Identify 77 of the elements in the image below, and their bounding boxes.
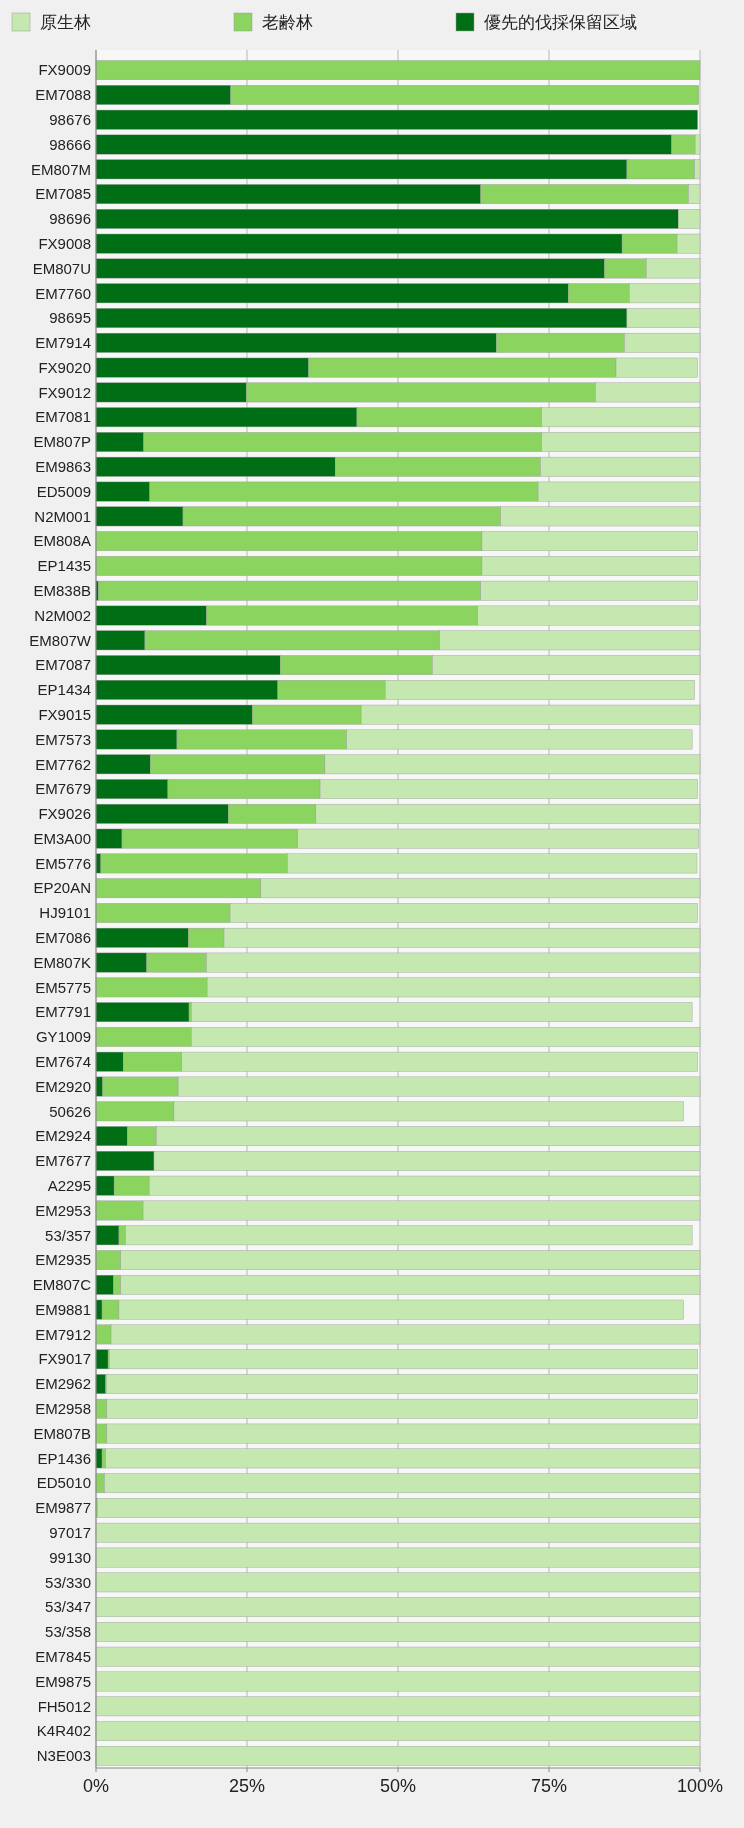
legend-label: 原生林 (40, 12, 91, 32)
y-tick-label: EM9875 (35, 1672, 91, 1690)
legend-label: 優先的伐採保留区域 (484, 12, 637, 32)
y-tick-label: EM7087 (35, 656, 91, 674)
y-tick-label: EP1434 (37, 681, 91, 699)
y-tick-label: EM2958 (35, 1400, 91, 1418)
y-tick-label: FX9012 (38, 383, 91, 401)
y-tick-label: EM807M (30, 160, 91, 178)
y-tick-label: N3E003 (36, 1747, 91, 1765)
y-tick-label: EM2935 (35, 1251, 91, 1269)
y-tick-label: EM808A (33, 532, 91, 550)
legend-label: 老齢林 (262, 12, 313, 32)
y-tick-label: 98696 (49, 210, 91, 228)
y-tick-label: 53/347 (45, 1598, 91, 1616)
y-tick-label: 97017 (49, 1523, 91, 1541)
y-tick-label: EM807U (32, 259, 91, 277)
y-tick-label: EP20AN (33, 879, 91, 897)
y-tick-label: N2M002 (34, 606, 91, 624)
y-tick-label: EM7573 (35, 730, 91, 748)
y-tick-label: EP1436 (37, 1449, 91, 1467)
x-tick-label: 100% (676, 1776, 724, 1796)
y-tick-label: EM7088 (35, 86, 91, 104)
y-tick-label: EM9863 (35, 458, 91, 476)
y-tick-label: GY1009 (35, 1028, 91, 1046)
y-tick-label: EM7760 (35, 284, 91, 302)
y-tick-label: 98695 (49, 309, 91, 327)
y-tick-label: EM2924 (35, 1127, 91, 1145)
y-tick-label: HJ9101 (39, 904, 91, 922)
y-tick-label: 98676 (49, 110, 91, 128)
y-tick-label: EM7791 (35, 1003, 91, 1021)
y-tick-label: EM7085 (35, 185, 91, 203)
y-tick-label: EM5776 (35, 854, 91, 872)
x-tick-label: 25% (228, 1776, 266, 1796)
y-tick-label: EM807P (33, 433, 91, 451)
y-tick-label: 98666 (49, 135, 91, 153)
y-tick-label: EM7762 (35, 755, 91, 773)
y-tick-label: EM7674 (35, 1052, 91, 1070)
y-tick-label: EM7679 (35, 780, 91, 798)
y-tick-label: FX9017 (38, 1350, 91, 1368)
y-tick-label: EP1435 (37, 557, 91, 575)
y-tick-label: EM2953 (35, 1201, 91, 1219)
y-tick-label: EM807W (29, 631, 92, 649)
y-tick-label: EM5775 (35, 978, 91, 996)
y-tick-label: EM2920 (35, 1077, 91, 1095)
y-tick-label: EM807B (33, 1424, 91, 1442)
y-tick-label: EM7845 (35, 1647, 91, 1665)
y-tick-label: EM7081 (35, 408, 91, 426)
y-tick-label: EM807C (32, 1276, 92, 1294)
y-tick-label: EM9881 (35, 1300, 91, 1318)
y-tick-label: EM7914 (35, 334, 91, 352)
y-tick-label: EM9877 (35, 1499, 91, 1517)
y-tick-label: 53/358 (45, 1623, 91, 1641)
y-tick-label: EM2962 (35, 1375, 91, 1393)
y-tick-label: FX9009 (38, 61, 91, 79)
y-tick-label: FH5012 (37, 1697, 91, 1715)
y-tick-label: ED5010 (36, 1474, 91, 1492)
y-tick-label: EM838B (33, 581, 91, 599)
y-tick-label: 99130 (49, 1548, 91, 1566)
y-tick-label: FX9026 (38, 805, 91, 823)
y-tick-label: FX9008 (38, 234, 91, 252)
y-tick-label: EM3A00 (33, 829, 91, 847)
y-tick-label: K4R402 (36, 1722, 91, 1740)
y-tick-label: EM7912 (35, 1325, 91, 1343)
y-tick-label: 53/330 (45, 1573, 91, 1591)
y-tick-label: N2M001 (34, 507, 91, 525)
x-tick-label: 75% (530, 1776, 568, 1796)
y-tick-label: A2295 (47, 1176, 91, 1194)
y-tick-label: EM7677 (35, 1152, 91, 1170)
y-tick-label: FX9015 (38, 705, 91, 723)
x-tick-label: 0% (82, 1776, 110, 1796)
y-tick-label: EM807K (33, 953, 91, 971)
y-tick-label: 53/357 (45, 1226, 91, 1244)
y-tick-label: 50626 (49, 1102, 91, 1120)
y-tick-label: ED5009 (36, 482, 91, 500)
y-tick-label: EM7086 (35, 929, 91, 947)
y-tick-label: FX9020 (38, 358, 91, 376)
x-tick-label: 50% (379, 1776, 417, 1796)
